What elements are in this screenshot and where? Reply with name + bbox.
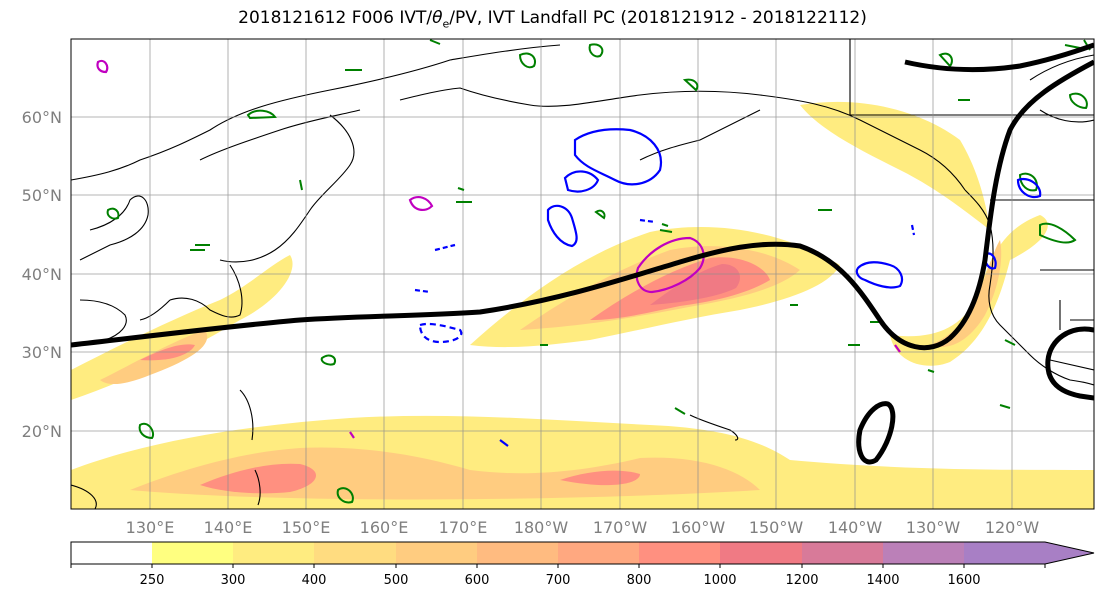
lon-label-170e: 170°E bbox=[439, 518, 488, 537]
colorbar-label-1600: 1600 bbox=[947, 573, 980, 588]
colorbar-swatch-2 bbox=[233, 542, 314, 564]
colorbar-swatch-5 bbox=[477, 542, 558, 564]
colorbar-label-600: 600 bbox=[465, 573, 490, 588]
colorbar-swatches bbox=[71, 542, 1094, 564]
colorbar-swatch-11 bbox=[964, 542, 1094, 564]
colorbar-swatch-4 bbox=[396, 542, 477, 564]
colorbar-swatch-7 bbox=[639, 542, 720, 564]
ivt-shading bbox=[71, 101, 1094, 509]
longitude-labels: 130°E 140°E 150°E 160°E 170°E 180°W 170°… bbox=[126, 518, 1040, 537]
colorbar-label-1400: 1400 bbox=[866, 573, 899, 588]
latitude-labels: 60°N 50°N 40°N 30°N 20°N bbox=[22, 108, 62, 441]
lon-label-170w: 170°W bbox=[593, 518, 648, 537]
map-title: 2018121612 F006 IVT/θe/PV, IVT Landfall … bbox=[238, 8, 867, 31]
colorbar-swatch-1 bbox=[152, 542, 233, 564]
lon-label-160e: 160°E bbox=[360, 518, 409, 537]
colorbar-label-300: 300 bbox=[221, 573, 246, 588]
colorbar-swatch-9 bbox=[802, 542, 883, 564]
colorbar-label-1000: 1000 bbox=[703, 573, 736, 588]
colorbar-swatch-6 bbox=[558, 542, 639, 564]
colorbar-swatch-10 bbox=[883, 542, 964, 564]
lon-label-130e: 130°E bbox=[126, 518, 175, 537]
lon-label-140w: 140°W bbox=[828, 518, 883, 537]
colorbar-label-800: 800 bbox=[627, 573, 652, 588]
lon-label-130w: 130°W bbox=[906, 518, 961, 537]
coastlines bbox=[71, 39, 1094, 509]
lat-label-50: 50°N bbox=[22, 186, 62, 205]
colorbar-swatch-8 bbox=[720, 542, 802, 564]
colorbar-label-500: 500 bbox=[384, 573, 409, 588]
lon-label-160w: 160°W bbox=[671, 518, 726, 537]
lon-label-120w: 120°W bbox=[985, 518, 1040, 537]
gridlines bbox=[71, 39, 1094, 509]
map-panel bbox=[71, 39, 1094, 509]
colorbar-label-400: 400 bbox=[302, 573, 327, 588]
lat-label-60: 60°N bbox=[22, 108, 62, 127]
colorbar-label-1200: 1200 bbox=[785, 573, 818, 588]
lat-label-20: 20°N bbox=[22, 422, 62, 441]
lon-label-150w: 150°W bbox=[749, 518, 804, 537]
colorbar-swatch-3 bbox=[314, 542, 396, 564]
lon-label-180w: 180°W bbox=[514, 518, 569, 537]
map-frame bbox=[70, 38, 1095, 510]
pv-negative-contours bbox=[414, 128, 1042, 447]
lon-label-140e: 140°E bbox=[204, 518, 253, 537]
lon-label-150e: 150°E bbox=[282, 518, 331, 537]
colorbar: 250 300 400 500 600 700 800 1000 1200 14… bbox=[70, 541, 1095, 588]
lat-label-40: 40°N bbox=[22, 265, 62, 284]
colorbar-swatch-0 bbox=[71, 542, 152, 564]
colorbar-label-700: 700 bbox=[546, 573, 571, 588]
ivt-landfall-contour bbox=[71, 42, 1094, 465]
pv-positive-contours bbox=[96, 59, 901, 439]
lat-label-30: 30°N bbox=[22, 343, 62, 362]
colorbar-label-250: 250 bbox=[140, 573, 165, 588]
theta-e-contours bbox=[106, 39, 1091, 504]
colorbar-outline bbox=[70, 541, 1095, 565]
